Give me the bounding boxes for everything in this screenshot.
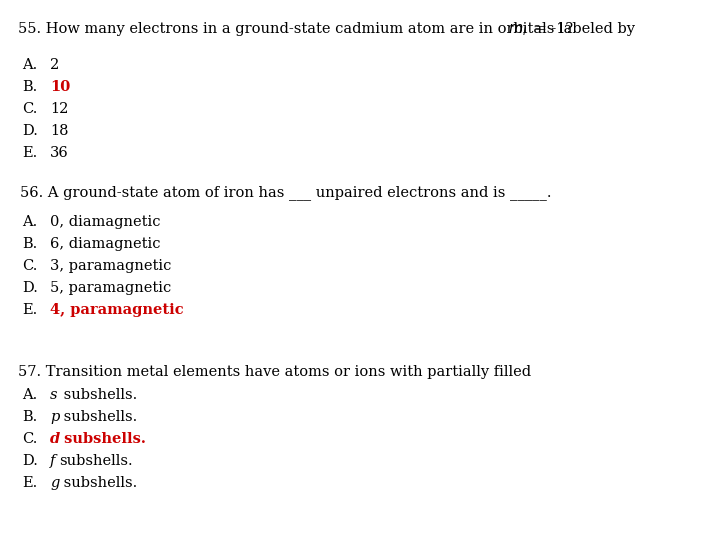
Text: B.: B. [22, 80, 37, 94]
Text: d: d [50, 432, 60, 446]
Text: D.: D. [22, 124, 38, 138]
Text: g: g [50, 476, 59, 490]
Text: subshells.: subshells. [59, 454, 132, 468]
Text: subshells.: subshells. [59, 388, 138, 402]
Text: A.: A. [22, 58, 37, 72]
Text: 55. How many electrons in a ground-state cadmium atom are in orbitals labeled by: 55. How many electrons in a ground-state… [18, 22, 639, 36]
Text: subshells.: subshells. [59, 476, 138, 490]
Text: 56. A ground-state atom of iron has ___ unpaired electrons and is _____.: 56. A ground-state atom of iron has ___ … [20, 185, 552, 200]
Text: C.: C. [22, 432, 37, 446]
Text: 5, paramagnetic: 5, paramagnetic [50, 281, 171, 295]
Text: f: f [50, 454, 55, 468]
Text: p: p [50, 410, 59, 424]
Text: 2: 2 [50, 58, 59, 72]
Text: E.: E. [22, 303, 37, 317]
Text: 3, paramagnetic: 3, paramagnetic [50, 259, 171, 273]
Text: C.: C. [22, 102, 37, 116]
Text: subshells.: subshells. [59, 410, 138, 424]
Text: subshells.: subshells. [59, 432, 146, 446]
Text: C.: C. [22, 259, 37, 273]
Text: 0, diamagnetic: 0, diamagnetic [50, 215, 161, 229]
Text: 6, diamagnetic: 6, diamagnetic [50, 237, 161, 251]
Text: A.: A. [22, 388, 37, 402]
Text: 4, paramagnetic: 4, paramagnetic [50, 303, 184, 317]
Text: $m_l$: $m_l$ [508, 22, 527, 38]
Text: s: s [50, 388, 58, 402]
Text: = -1?: = -1? [530, 22, 573, 36]
Text: E.: E. [22, 146, 37, 160]
Text: B.: B. [22, 237, 37, 251]
Text: B.: B. [22, 410, 37, 424]
Text: 12: 12 [50, 102, 68, 116]
Text: E.: E. [22, 476, 37, 490]
Text: 10: 10 [50, 80, 71, 94]
Text: A.: A. [22, 215, 37, 229]
Text: D.: D. [22, 281, 38, 295]
Text: 57. Transition metal elements have atoms or ions with partially filled: 57. Transition metal elements have atoms… [18, 365, 531, 379]
Text: 18: 18 [50, 124, 68, 138]
Text: D.: D. [22, 454, 38, 468]
Text: 36: 36 [50, 146, 68, 160]
